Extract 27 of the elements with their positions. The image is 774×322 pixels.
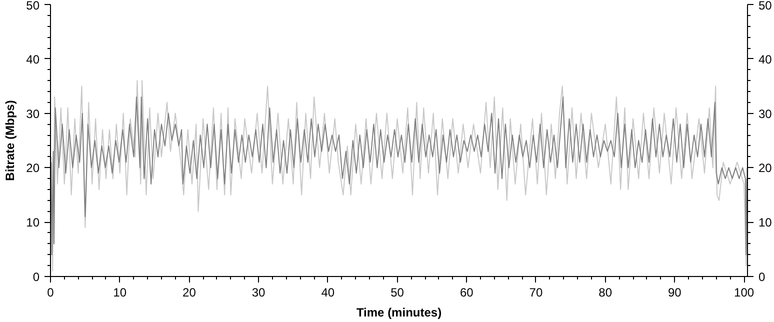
y-tick-label: 0	[32, 270, 40, 284]
x-tick-label: 10	[113, 286, 127, 300]
x-tick-label: 80	[598, 286, 612, 300]
y2-tick-label: 20	[758, 161, 772, 176]
y-tick-label: 40	[26, 52, 40, 66]
y-tick-label: 30	[26, 106, 40, 121]
y2-tick-label: 10	[758, 216, 772, 230]
x-tick-label: 90	[668, 286, 682, 300]
x-tick-label: 50	[390, 286, 404, 300]
x-tick-label: 60	[460, 286, 474, 300]
x-axis-title: Time (minutes)	[356, 306, 442, 320]
y-tick-label: 50	[26, 0, 40, 12]
x-tick-label: 0	[47, 286, 54, 300]
x-tick-label: 40	[321, 286, 335, 300]
y-axis-title: Bitrate (Mbps)	[3, 100, 18, 181]
y2-tick-label: 50	[758, 0, 772, 12]
x-tick-label: 100	[734, 286, 754, 300]
x-tick-label: 30	[252, 286, 266, 300]
y-tick-label: 10	[26, 216, 40, 230]
line-series	[50, 80, 748, 272]
x-tick-label: 20	[182, 286, 196, 300]
line-series	[50, 96, 748, 256]
y2-tick-label: 30	[758, 106, 772, 121]
y2-tick-label: 0	[758, 270, 766, 284]
x-tick-label: 70	[529, 286, 543, 300]
y-tick-label: 20	[26, 161, 40, 176]
y2-tick-label: 40	[758, 52, 772, 66]
